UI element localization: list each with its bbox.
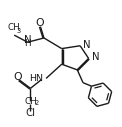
Text: N: N [83,40,91,50]
Text: O: O [36,18,44,28]
Text: 3: 3 [17,28,21,34]
Text: CH: CH [7,23,20,32]
Text: Cl: Cl [25,108,36,118]
Text: HN: HN [30,74,44,83]
Text: N: N [24,35,31,45]
Text: H: H [24,39,31,48]
Text: O: O [13,72,22,82]
Text: 2: 2 [34,100,39,106]
Text: N: N [92,52,99,62]
Text: CH: CH [24,97,37,106]
